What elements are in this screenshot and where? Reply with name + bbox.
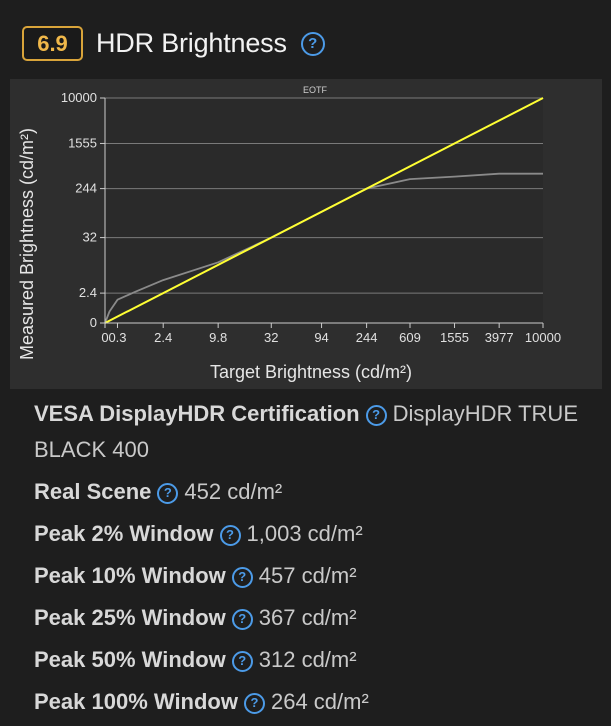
spec-list: VESA DisplayHDR Certification? DisplayHDR… — [34, 396, 594, 726]
spec-label: Peak 100% Window — [34, 689, 238, 714]
chart-title: EOTF — [303, 85, 328, 95]
y-axis-label: Measured Brightness (cd/m²) — [17, 128, 37, 360]
help-icon[interactable]: ? — [300, 31, 325, 56]
y-tick-label: 2.4 — [79, 285, 97, 300]
score-badge: 6.9 — [22, 26, 83, 61]
help-icon[interactable]: ? — [219, 524, 241, 546]
x-tick-label: 94 — [314, 330, 328, 345]
y-tick-label: 10000 — [61, 90, 97, 105]
spec-label: Peak 10% Window — [34, 563, 226, 588]
spec-value: 312 cd/m² — [258, 647, 357, 672]
y-tick-label: 244 — [75, 181, 97, 196]
section-title: HDR Brightness — [96, 28, 287, 58]
spec-label: Real Scene — [34, 479, 152, 504]
spec-value: 264 cd/m² — [270, 689, 369, 714]
help-icon[interactable]: ? — [231, 566, 253, 588]
x-tick-label: 32 — [264, 330, 278, 345]
spec-value: DisplayHDR TRUE BLACK 400 — [34, 401, 578, 462]
help-icon[interactable]: ? — [365, 404, 387, 426]
x-tick-label: 2.4 — [154, 330, 172, 345]
target-eotf-line — [104, 97, 544, 324]
help-icon[interactable]: ? — [231, 608, 253, 630]
spec-row: Peak 2% Window? 1,003 cd/m² — [34, 516, 594, 552]
y-tick-label: 0 — [90, 315, 97, 330]
x-tick-label: 10000 — [525, 330, 561, 345]
spec-row: Peak 10% Window? 457 cd/m² — [34, 558, 594, 594]
spec-row: Real Scene? 452 cd/m² — [34, 474, 594, 510]
spec-value: 457 cd/m² — [258, 563, 357, 588]
help-icon[interactable]: ? — [157, 482, 179, 504]
spec-row: Peak 25% Window? 367 cd/m² — [34, 600, 594, 636]
spec-row: Peak 50% Window? 312 cd/m² — [34, 642, 594, 678]
x-tick-label: 9.8 — [209, 330, 227, 345]
spec-row: Peak 100% Window? 264 cd/m² — [34, 684, 594, 720]
spec-label: Peak 2% Window — [34, 521, 214, 546]
x-tick-label: 609 — [399, 330, 421, 345]
section-header: 6.9 HDR Brightness ? — [22, 26, 325, 61]
spec-label: Peak 25% Window — [34, 605, 226, 630]
spec-label: VESA DisplayHDR Certification — [34, 401, 360, 426]
spec-value: 452 cd/m² — [184, 479, 283, 504]
x-tick-label: 3977 — [485, 330, 514, 345]
spec-value: 1,003 cd/m² — [246, 521, 363, 546]
help-icon[interactable]: ? — [231, 650, 253, 672]
x-tick-label: 0 — [101, 330, 108, 345]
x-axis-label: Target Brightness (cd/m²) — [210, 362, 412, 382]
x-tick-label: 244 — [356, 330, 378, 345]
eotf-chart: 0 2.4 32 244 1555 10000 0 0.3 2.4 9.8 32 94 244 609 15… — [10, 79, 602, 389]
x-tick-label: 0.3 — [108, 330, 126, 345]
y-tick-label: 32 — [83, 230, 97, 245]
y-tick-label: 1555 — [68, 135, 97, 150]
spec-row: VESA DisplayHDR Certification? DisplayHDR… — [34, 396, 594, 468]
help-icon[interactable]: ? — [243, 692, 265, 714]
x-tick-label: 1555 — [440, 330, 469, 345]
spec-value: 367 cd/m² — [258, 605, 357, 630]
spec-label: Peak 50% Window — [34, 647, 226, 672]
